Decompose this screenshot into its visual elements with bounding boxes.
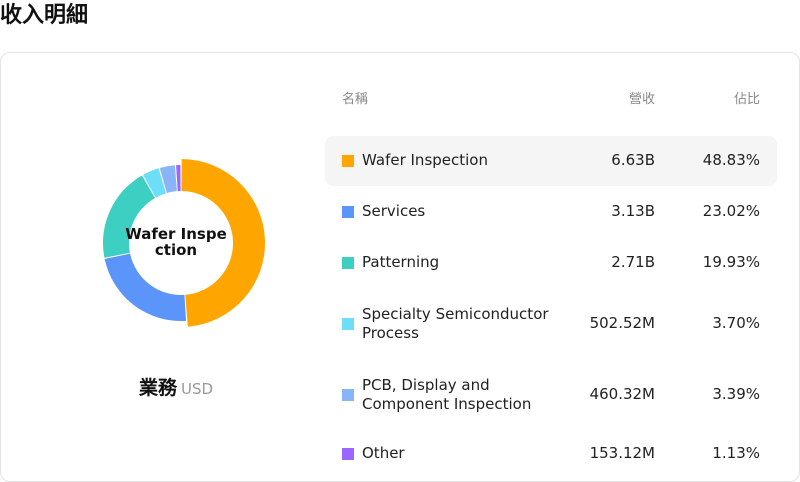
segment-share: 48.83% [702, 151, 760, 169]
table-row[interactable]: Specialty Semiconductor Process 502.52M 3.… [325, 289, 777, 359]
column-header-share: 佔比 [733, 92, 760, 107]
segment-share: 3.70% [712, 314, 760, 332]
donut-segment-1[interactable] [104, 253, 187, 321]
donut-center-label: Wafer Inspection [125, 225, 227, 259]
legend-swatch [342, 206, 354, 218]
segment-name: Specialty Semiconductor Process [362, 305, 549, 342]
table-header: 名稱 營收 佔比 [325, 83, 777, 109]
legend-swatch [342, 318, 354, 330]
legend-swatch [342, 257, 354, 269]
segment-name: Services [362, 202, 426, 220]
table-row[interactable]: PCB, Display and Component Inspection 460… [325, 360, 777, 430]
table-row[interactable]: Patterning 2.71B 19.93% [325, 238, 777, 288]
revenue-breakdown-card: Wafer Inspection 業務 USD 名稱 營收 佔比 Wafer In… [0, 52, 800, 482]
page-title: 收入明細 [0, 3, 89, 28]
segment-share: 19.93% [702, 253, 760, 271]
donut-chart [103, 159, 266, 327]
revenue-table: 名稱 營收 佔比 Wafer Inspection 6.63B 48.83% Serv… [325, 83, 777, 462]
table-row[interactable]: Wafer Inspection 6.63B 48.83% [325, 136, 777, 186]
segment-revenue: 2.71B [611, 253, 655, 271]
donut-segment-3[interactable] [143, 168, 167, 198]
legend-swatch [342, 448, 354, 460]
category-label: 業務 [138, 377, 177, 399]
table-row[interactable]: Services 3.13B 23.02% [325, 187, 777, 237]
segment-revenue: 460.32M [589, 385, 655, 403]
segment-name: Patterning [362, 253, 440, 271]
segment-share: 1.13% [712, 444, 760, 462]
segment-share: 23.02% [702, 202, 760, 220]
segment-revenue: 3.13B [611, 202, 655, 220]
chart-caption: 業務 USD [1, 376, 351, 401]
donut-segment-2[interactable] [103, 175, 155, 258]
column-header-name: 名稱 [342, 92, 369, 107]
donut-segment-0[interactable] [181, 159, 266, 327]
segment-name: Other [362, 444, 405, 462]
legend-swatch [342, 389, 354, 401]
table-row[interactable]: Other 153.12M 1.13% [325, 431, 777, 477]
column-header-revenue: 營收 [628, 92, 655, 107]
donut-segment-5[interactable] [176, 165, 181, 192]
segment-name: Wafer Inspection [362, 151, 488, 169]
legend-swatch [342, 155, 354, 167]
currency-label: USD [180, 380, 214, 398]
segment-name: PCB, Display and Component Inspection [362, 376, 532, 413]
segment-revenue: 6.63B [611, 151, 655, 169]
segment-share: 3.39% [712, 385, 760, 403]
segment-revenue: 502.52M [589, 314, 655, 332]
segment-revenue: 153.12M [589, 444, 655, 462]
donut-segment-4[interactable] [159, 165, 177, 193]
